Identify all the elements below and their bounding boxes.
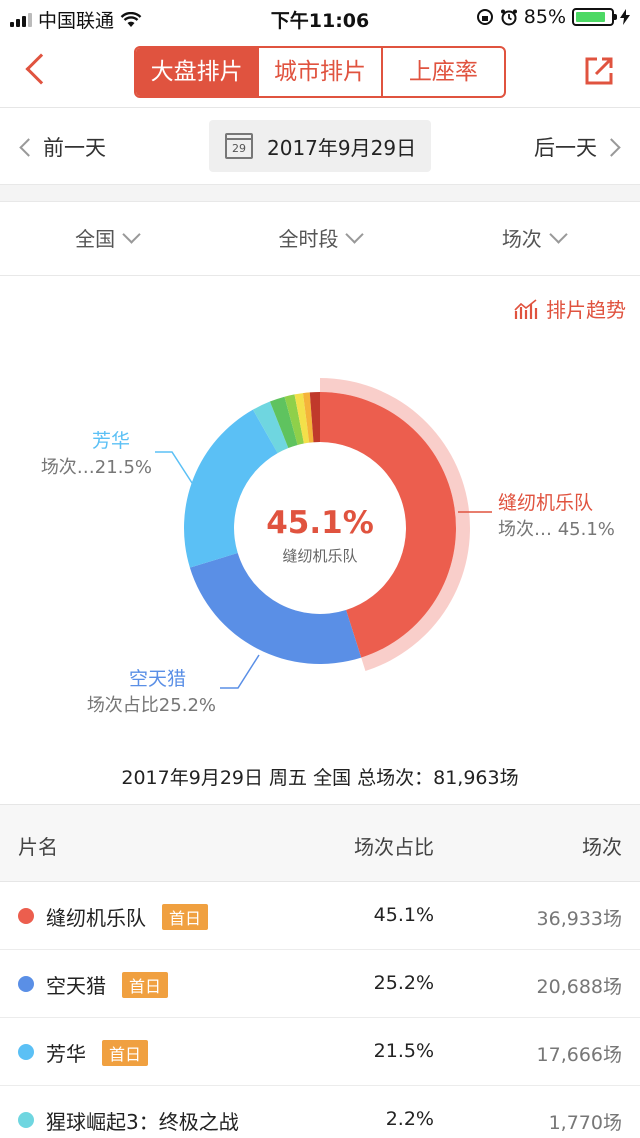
prev-day-button[interactable]: 前一天 [19, 132, 106, 162]
status-right: 85% [476, 6, 630, 28]
chevron-down-icon [122, 225, 141, 244]
filter-region-label: 全国 [75, 227, 116, 251]
first-day-badge: 首日 [122, 971, 169, 998]
tab-occupancy[interactable]: 上座率 [380, 48, 504, 96]
prev-day-label: 前一天 [43, 136, 106, 160]
share-icon[interactable] [584, 56, 614, 86]
pie-slice-3[interactable] [252, 401, 289, 454]
trend-link-label: 排片趋势 [546, 298, 626, 322]
count-value: 20,688场 [536, 976, 622, 998]
slice-label-bottom: 空天猎 场次占比25.2% [70, 664, 216, 717]
wifi-icon [120, 11, 142, 27]
film-title: 猩球崛起3：终极之战 [46, 1110, 239, 1134]
table-row[interactable]: 空天猎 首日 25.2% 20,688场 [0, 950, 640, 1018]
pie-slice-1[interactable] [189, 553, 362, 664]
col-film-name: 片名 [18, 835, 58, 859]
count-value: 1,770场 [548, 1112, 622, 1134]
series-color-dot [18, 908, 34, 924]
first-day-badge: 首日 [162, 903, 209, 930]
first-day-badge: 首日 [102, 1039, 149, 1066]
pie-slice-0[interactable] [320, 392, 456, 658]
center-percentage: 45.1% [266, 505, 374, 541]
film-title-cell: 猩球崛起3：终极之战 [46, 1106, 239, 1135]
slice-label-top: 缝纫机乐队 场次… 45.1% [498, 488, 615, 541]
date-picker[interactable]: 29 2017年9月29日 [209, 120, 431, 172]
charging-icon [620, 9, 630, 25]
section-divider [0, 184, 640, 202]
filter-region[interactable]: 全国 [0, 202, 213, 275]
share-donut-chart [155, 378, 492, 689]
filter-metric-label: 场次 [501, 227, 542, 251]
filter-metric[interactable]: 场次 [427, 202, 640, 275]
date-selector: 前一天 29 2017年9月29日 后一天 [0, 108, 640, 184]
series-color-dot [18, 1112, 34, 1128]
slice-label-value: 场次占比25.2% [86, 695, 216, 716]
nav-bar: 大盘排片 城市排片 上座率 [0, 36, 640, 108]
pie-slice-4[interactable] [269, 396, 298, 449]
series-color-dot [18, 1044, 34, 1060]
daily-summary: 2017年9月29日 周五 全国 总场次：81,963场 [121, 767, 519, 789]
film-title-cell: 缝纫机乐队 首日 [46, 902, 209, 931]
slice-label-name: 空天猎 [128, 668, 186, 690]
signal-icon [10, 12, 32, 27]
film-title-cell: 芳华 首日 [46, 1038, 149, 1067]
next-day-label: 后一天 [534, 136, 597, 160]
pie-slice-5[interactable] [284, 394, 304, 445]
share-value: 45.1% [373, 904, 434, 926]
filter-time-label: 全时段 [278, 227, 339, 251]
slice-label-value: 场次… 45.1% [498, 519, 615, 540]
slice-label-value: 场次…21.5% [40, 457, 152, 478]
alarm-icon [500, 9, 517, 26]
film-title: 缝纫机乐队 [46, 906, 146, 930]
callout-line-left [155, 451, 195, 487]
carrier-name: 中国联通 [38, 10, 115, 32]
pie-slice-8[interactable] [309, 392, 320, 443]
chevron-right-icon [602, 137, 621, 157]
chevron-down-icon [549, 225, 568, 244]
callout-line-bottom [220, 654, 260, 689]
rotation-lock-icon [476, 9, 493, 25]
share-value: 21.5% [373, 1040, 434, 1062]
share-value: 25.2% [373, 972, 434, 994]
col-share[interactable]: 场次占比 [354, 835, 434, 859]
pie-slice-6[interactable] [294, 393, 310, 444]
status-left: 中国联通 [10, 6, 142, 33]
selected-slice-halo [320, 378, 471, 671]
slice-label-left: 芳华 场次…21.5% [30, 426, 152, 479]
filter-time[interactable]: 全时段 [213, 202, 426, 275]
center-film-name: 缝纫机乐队 [282, 547, 358, 565]
chevron-down-icon [345, 225, 365, 244]
series-color-dot [18, 976, 34, 992]
status-bar: 中国联通 下午11:06 85% [0, 0, 640, 36]
slice-label-name: 缝纫机乐队 [498, 492, 594, 514]
status-time: 下午11:06 [270, 10, 370, 32]
table-row[interactable]: 猩球崛起3：终极之战 2.2% 1,770场 [0, 1086, 640, 1138]
tab-city-schedule[interactable]: 城市排片 [257, 48, 380, 96]
chevron-left-icon [19, 137, 38, 157]
slice-label-name: 芳华 [91, 430, 130, 452]
back-icon[interactable] [25, 53, 57, 85]
col-count[interactable]: 场次 [582, 835, 622, 859]
film-title-cell: 空天猎 首日 [46, 970, 169, 999]
schedule-trend-link[interactable]: 排片趋势 [514, 294, 626, 323]
next-day-button[interactable]: 后一天 [534, 132, 621, 162]
battery-icon [572, 8, 617, 26]
film-title: 空天猎 [46, 974, 106, 998]
count-value: 36,933场 [536, 908, 622, 930]
filter-bar: 全国 全时段 场次 [0, 202, 640, 276]
tab-box-office-schedule[interactable]: 大盘排片 [136, 48, 258, 96]
film-title: 芳华 [46, 1042, 86, 1066]
calendar-icon: 29 [225, 133, 253, 159]
battery-percent: 85% [523, 6, 566, 28]
current-date: 2017年9月29日 [267, 135, 417, 160]
table-row[interactable]: 缝纫机乐队 首日 45.1% 36,933场 [0, 882, 640, 950]
segmented-tabs: 大盘排片 城市排片 上座率 [134, 46, 506, 98]
table-header: 片名 场次占比 场次 [0, 804, 640, 882]
pie-slice-7[interactable] [302, 392, 314, 443]
pie-slice-2[interactable] [183, 409, 278, 568]
share-value: 2.2% [385, 1108, 434, 1130]
table-row[interactable]: 芳华 首日 21.5% 17,666场 [0, 1018, 640, 1086]
trend-chart-icon [514, 298, 538, 319]
count-value: 17,666场 [536, 1044, 622, 1066]
